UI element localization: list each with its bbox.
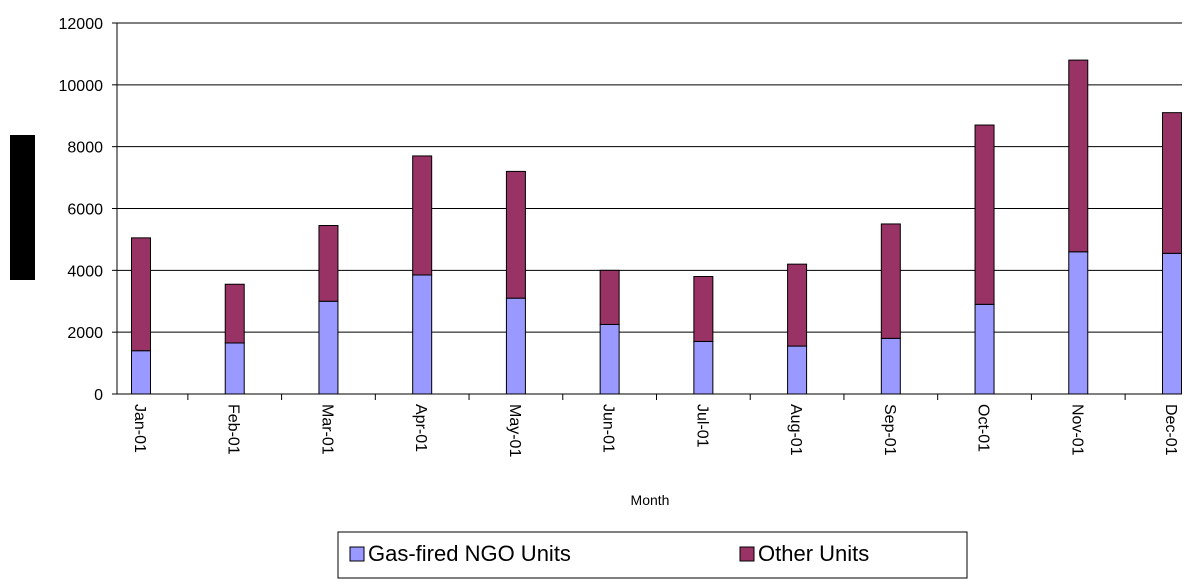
x-tick-label: Sep-01 xyxy=(881,404,898,456)
y-tick-label: 2000 xyxy=(67,325,103,342)
bar-segment xyxy=(974,303,995,395)
x-tick-label: Feb-01 xyxy=(225,404,242,455)
bar-segment xyxy=(693,276,714,342)
legend xyxy=(337,531,968,579)
bar-segment xyxy=(1162,112,1182,254)
y-tick-label: 10000 xyxy=(59,78,104,95)
bar-segment xyxy=(599,269,620,325)
x-tick-label: Nov-01 xyxy=(1068,404,1085,456)
bar-segment xyxy=(318,300,339,395)
x-axis-title: Month xyxy=(631,492,670,508)
bar-segment xyxy=(880,337,901,395)
bar-segment xyxy=(599,323,620,395)
x-tick-label: Mar-01 xyxy=(318,404,335,455)
x-tick-label: Jan-01 xyxy=(131,404,148,453)
bar-segment xyxy=(318,225,339,302)
bar-segment xyxy=(224,342,245,395)
x-tick-label: May-01 xyxy=(506,404,523,457)
bar-segment xyxy=(505,170,526,299)
legend-swatch xyxy=(349,546,365,562)
x-tick-label: Apr-01 xyxy=(412,404,429,452)
bar-segment xyxy=(1162,252,1182,395)
bar-segment xyxy=(974,124,995,305)
bar-segment xyxy=(1068,59,1089,253)
bar-segment xyxy=(131,350,151,395)
bar-segment xyxy=(787,345,808,395)
bar-segment xyxy=(412,155,433,276)
y-tick-label: 8000 xyxy=(67,140,103,157)
bar-segment xyxy=(787,263,808,347)
legend-swatch xyxy=(739,546,755,562)
x-tick-label: Jun-01 xyxy=(600,404,617,453)
bar-segment xyxy=(693,340,714,395)
bar-segment xyxy=(224,283,245,344)
y-tick-label: 4000 xyxy=(67,263,103,280)
y-tick-label: 6000 xyxy=(67,202,103,219)
bar-segment xyxy=(505,297,526,395)
bar-segment xyxy=(412,274,433,395)
x-tick-label: Oct-01 xyxy=(975,404,992,452)
redacted-axis-title xyxy=(10,135,35,280)
legend-label: Gas-fired NGO Units xyxy=(368,541,571,566)
legend-label: Other Units xyxy=(758,541,869,566)
bar-segment xyxy=(880,223,901,339)
x-tick-label: Aug-01 xyxy=(787,404,804,456)
bar-segment xyxy=(1068,251,1089,395)
y-tick-label: 12000 xyxy=(59,16,104,33)
y-tick-label: 0 xyxy=(94,387,103,404)
bar-segment xyxy=(131,237,151,352)
x-tick-label: Jul-01 xyxy=(693,404,710,448)
x-tick-label: Dec-01 xyxy=(1162,404,1179,456)
